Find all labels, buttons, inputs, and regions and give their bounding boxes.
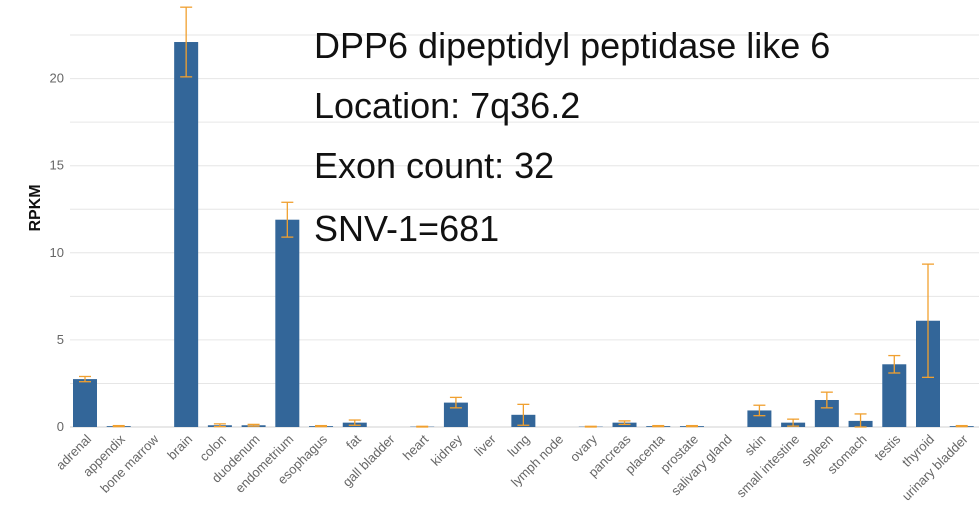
y-axis-label: RPKM bbox=[27, 184, 44, 231]
x-tick-label: lung bbox=[504, 432, 532, 460]
bar-adrenal bbox=[73, 379, 97, 427]
bar-brain bbox=[174, 42, 199, 427]
error-bar bbox=[888, 354, 901, 374]
error-bar bbox=[618, 420, 631, 426]
error-bar bbox=[955, 424, 968, 428]
error-bar bbox=[449, 396, 462, 409]
error-bar bbox=[180, 6, 193, 78]
error-bar bbox=[79, 375, 91, 383]
error-bar bbox=[517, 403, 530, 426]
annotation-exon-count: Exon count: 32 bbox=[314, 145, 554, 186]
bars bbox=[73, 42, 974, 427]
error-bar bbox=[281, 201, 294, 238]
error-bar bbox=[315, 424, 328, 428]
x-tick-label: brain bbox=[164, 432, 195, 463]
error-bar bbox=[584, 425, 597, 428]
x-tick-label: kidney bbox=[428, 431, 466, 469]
error-bar bbox=[922, 263, 934, 379]
error-bar bbox=[820, 391, 833, 409]
error-bar bbox=[753, 404, 766, 417]
annotation-snv: SNV-1=681 bbox=[314, 208, 499, 249]
annotation-location: Location: 7q36.2 bbox=[314, 85, 580, 126]
x-tick-label: liver bbox=[471, 431, 499, 459]
y-tick-label: 10 bbox=[50, 245, 64, 260]
bar-testis bbox=[882, 364, 907, 427]
error-bar bbox=[416, 425, 429, 428]
x-tick-label: skin bbox=[742, 432, 769, 459]
error-bar bbox=[213, 423, 226, 428]
error-bar bbox=[787, 418, 800, 427]
annotation-gene-name: DPP6 dipeptidyl peptidase like 6 bbox=[314, 25, 830, 66]
error-bar bbox=[652, 424, 665, 428]
gene-annotations: DPP6 dipeptidyl peptidase like 6 Locatio… bbox=[314, 25, 830, 249]
bar-skin bbox=[747, 410, 772, 427]
y-tick-label: 15 bbox=[50, 158, 64, 173]
error-bar bbox=[348, 419, 361, 426]
error-bar bbox=[112, 424, 125, 428]
y-tick-label: 5 bbox=[57, 332, 64, 347]
y-tick-label: 0 bbox=[57, 419, 64, 434]
error-bar bbox=[854, 413, 867, 428]
x-tick-label: fat bbox=[343, 431, 364, 452]
error-bar bbox=[685, 424, 698, 428]
y-axis-ticks: 0 5 10 15 20 bbox=[50, 71, 64, 434]
error-bar bbox=[247, 423, 260, 427]
y-tick-label: 20 bbox=[50, 71, 64, 86]
error-bars bbox=[79, 6, 968, 428]
bar-endometrium bbox=[275, 219, 300, 427]
